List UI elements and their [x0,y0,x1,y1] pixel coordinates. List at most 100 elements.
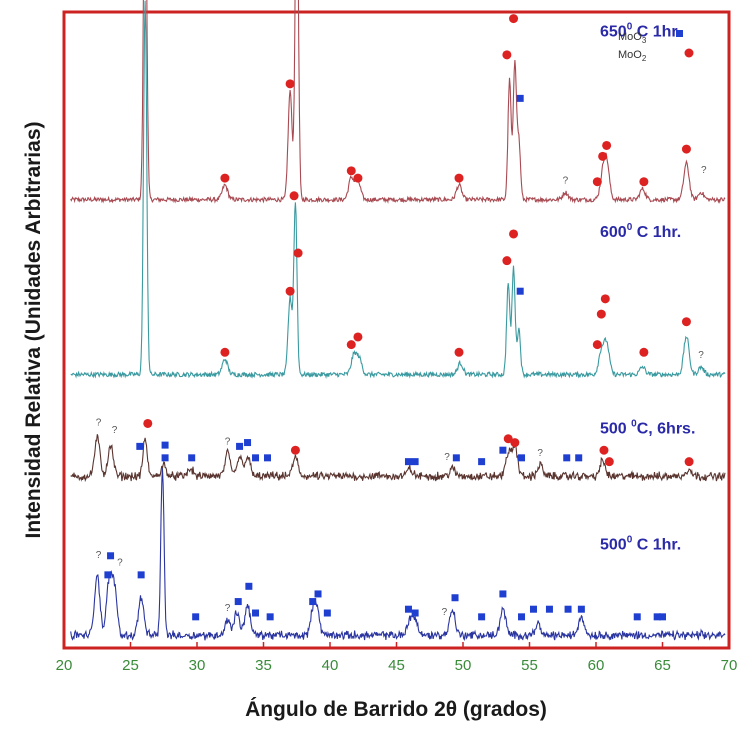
moo3-marker [104,571,112,579]
x-tick-label: 40 [322,657,339,674]
moo2-marker [592,177,602,187]
moo2-marker [639,347,649,357]
moo3-marker [452,454,460,462]
series-label-1: 6000 C 1hr. [600,222,681,241]
moo3-marker [245,582,253,590]
series-label-2: 500 0C, 6hrs. [600,418,695,437]
curve-series-3 [70,468,726,642]
moo2-marker [353,332,363,342]
unidentified-peak-mark: ? [96,550,102,561]
series-label-3: 5000 C 1hr. [600,534,681,553]
moo3-marker [107,552,115,560]
unidentified-peak-mark: ? [112,425,118,436]
moo3-marker [478,613,486,621]
moo3-marker [516,94,524,102]
moo3-marker [323,609,331,617]
moo3-marker [411,458,419,466]
moo2-marker [346,340,356,350]
moo3-marker [564,605,572,613]
x-tick-label: 60 [588,657,605,674]
moo3-marker [161,454,169,462]
x-axis-label: Ángulo de Barrido 2θ (grados) [245,698,547,721]
moo2-marker [293,248,303,258]
moo3-marker [252,454,260,462]
moo3-marker [577,605,585,613]
unidentified-peak-mark: ? [96,417,102,428]
x-tick-label: 65 [654,657,671,674]
moo2-marker [454,173,464,183]
x-tick-label: 25 [122,657,139,674]
moo3-marker [161,441,169,449]
moo3-marker [411,609,419,617]
x-tick-label: 50 [455,657,472,674]
x-tick-label: 35 [255,657,272,674]
unidentified-peak-mark: ? [563,176,569,187]
x-tick-label: 45 [388,657,405,674]
moo2-marker [220,347,230,357]
moo3-marker [266,613,274,621]
moo3-marker [529,605,537,613]
moo3-marker [653,613,661,621]
moo2-marker [684,457,694,467]
unidentified-peak-mark: ? [225,603,231,614]
moo3-marker [404,458,412,466]
moo3-marker [518,454,526,462]
moo3-marker [659,613,666,621]
moo2-marker [503,434,513,444]
legend-label-moo3: MoO3 [618,31,647,45]
moo3-marker [563,454,571,462]
curve-series-2 [70,434,726,483]
series-label-0: 6500 C 1hr. [600,21,681,40]
moo2-marker [289,191,299,201]
unidentified-peak-mark: ? [117,557,123,568]
moo2-marker [290,445,300,455]
x-tick-label: 70 [721,657,738,674]
moo3-marker [633,613,641,621]
phase-markers: ???????????? [96,14,707,621]
moo3-marker [478,458,486,466]
moo3-marker [499,446,507,454]
moo3-marker [188,454,196,462]
moo2-marker [510,438,520,448]
series-labels: 6500 C 1hr. 6000 C 1hr. 500 0C, 6hrs. 5000 … [600,21,695,553]
moo2-marker [600,294,610,304]
moo3-marker [314,590,322,598]
moo3-marker [192,613,200,621]
moo3-marker [137,571,145,579]
unidentified-peak-mark: ? [444,452,450,463]
legend-marker-moo3-square [676,30,683,37]
moo2-marker [681,317,691,327]
unidentified-peak-mark: ? [698,350,704,361]
moo2-marker [346,166,356,176]
moo3-marker [499,590,507,598]
plot-frame [62,10,731,650]
moo2-marker [285,79,295,89]
curve-series-1 [70,0,726,379]
x-tick-label: 20 [56,657,73,674]
legend-label-moo2: MoO2 [618,49,647,63]
moo2-marker [220,173,230,183]
unidentified-peak-mark: ? [537,448,543,459]
moo2-marker [454,347,464,357]
curve-series-0 [70,0,726,204]
unidentified-peak-mark: ? [701,165,707,176]
moo2-marker [285,286,295,296]
moo2-marker [639,177,649,187]
moo2-marker [598,151,608,161]
moo3-marker [518,613,526,621]
moo3-marker [516,287,524,295]
y-axis-label: Intensidad Relativa (Unidades Arbitraria… [22,122,45,539]
moo3-marker [244,439,252,447]
moo2-marker [599,445,609,455]
moo2-marker [353,173,363,183]
unidentified-peak-mark: ? [225,437,231,448]
legend-marker-moo2-circle [684,48,694,58]
moo2-marker [604,457,614,467]
moo2-marker [602,140,612,150]
moo3-marker [545,605,553,613]
moo3-marker [236,442,244,450]
moo2-marker [509,14,519,24]
moo2-marker [143,418,153,428]
moo3-marker [136,442,144,450]
